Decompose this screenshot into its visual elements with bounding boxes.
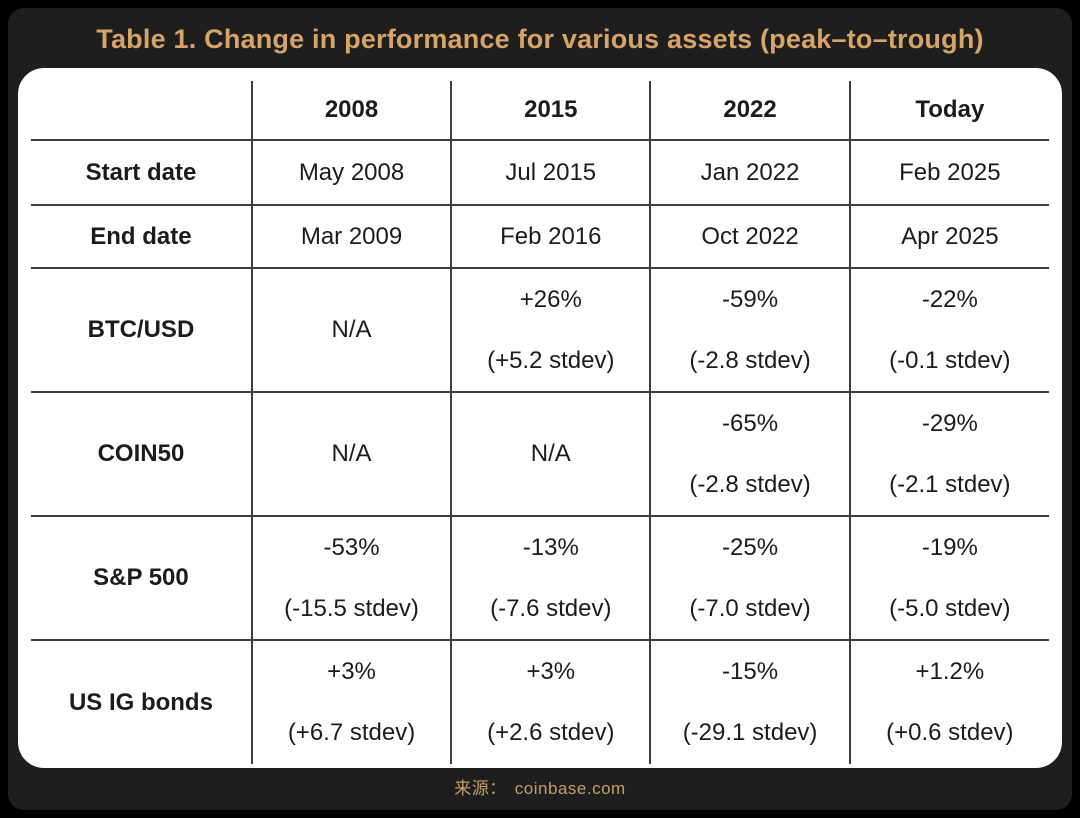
source-domain: coinbase.com <box>514 779 626 798</box>
cell-end-date-2015: Feb 2016 <box>450 204 652 269</box>
cell-value: +26% <box>519 285 582 313</box>
row-label-end-date: End date <box>30 204 253 269</box>
cell-value: -29% <box>921 409 978 437</box>
cell-coin50-2015: N/A <box>450 391 652 517</box>
cell-coin50-2008: N/A <box>250 391 453 517</box>
cell-coin50-2022: -65% (-2.8 stdev) <box>649 391 851 517</box>
cell-value: -19% <box>921 533 978 561</box>
cell-value: N/A <box>530 440 571 467</box>
row-label-btc-usd: BTC/USD <box>30 267 253 393</box>
table-row-s-p-500: S&P 500 -53% (-15.5 stdev) -13% (-7.6 stdev)… <box>30 515 1051 641</box>
cell-value: May 2008 <box>298 158 405 186</box>
column-header-today: Today <box>848 80 1051 141</box>
cell-value: +3% <box>526 658 576 685</box>
column-header-2008: 2008 <box>250 80 453 141</box>
cell-value: Feb 2025 <box>899 158 1001 186</box>
table-row-start-date: Start date May 2008 Jul 2015 Jan 2022 Feb 20… <box>30 139 1051 206</box>
column-header-2022: 2022 <box>649 80 851 141</box>
chart-panel: Table 1. Change in performance for vario… <box>8 8 1072 810</box>
table-row-btc-usd: BTC/USD N/A +26% (+5.2 stdev) -59% (-2.8 stde… <box>30 267 1051 393</box>
cell-value: (+2.6 stdev) <box>487 719 615 746</box>
cell-value: (-7.6 stdev) <box>490 594 612 622</box>
cell-value: N/A <box>331 316 372 343</box>
cell-value: Oct 2022 <box>701 222 799 250</box>
table-row-us-ig-bonds: US IG bonds +3% (+6.7 stdev) +3% (+2.6 stdev… <box>30 639 1051 765</box>
cell-value: Jan 2022 <box>700 158 800 186</box>
cell-s-p-500-2008: -53% (-15.5 stdev) <box>250 515 453 641</box>
cell-value: Mar 2009 <box>300 222 403 250</box>
cell-s-p-500-today: -19% (-5.0 stdev) <box>848 515 1051 641</box>
cell-value: Apr 2025 <box>901 222 999 250</box>
cell-start-date-2008: May 2008 <box>250 139 453 206</box>
cell-value: -65% <box>722 409 779 437</box>
cell-value: (-2.1 stdev) <box>889 470 1011 498</box>
cell-value: -22% <box>921 285 978 313</box>
corner-header <box>30 80 253 141</box>
cell-s-p-500-2015: -13% (-7.6 stdev) <box>450 515 652 641</box>
cell-btc-usd-today: -22% (-0.1 stdev) <box>848 267 1051 393</box>
cell-value: +3% <box>327 658 376 685</box>
cell-value: (-7.0 stdev) <box>689 594 811 622</box>
cell-value: Feb 2016 <box>500 222 602 250</box>
cell-value: (-5.0 stdev) <box>889 594 1011 622</box>
header-row: 2008 2015 2022 Today <box>30 80 1051 141</box>
cell-value: (+5.2 stdev) <box>487 346 615 374</box>
cell-btc-usd-2008: N/A <box>250 267 453 393</box>
cell-value: (+6.7 stdev) <box>287 719 416 746</box>
cell-value: -59% <box>722 285 779 313</box>
cell-value: (-29.1 stdev) <box>682 719 818 746</box>
cell-value: N/A <box>331 440 372 467</box>
cell-value: (-15.5 stdev) <box>284 594 419 622</box>
cell-coin50-today: -29% (-2.1 stdev) <box>848 391 1051 517</box>
cell-btc-usd-2015: +26% (+5.2 stdev) <box>450 267 652 393</box>
cell-value: (-2.8 stdev) <box>689 346 811 374</box>
cell-value: -25% <box>722 533 779 561</box>
source-caption: 来源： coinbase.com <box>8 774 1072 799</box>
cell-us-ig-bonds-2015: +3% (+2.6 stdev) <box>450 639 652 765</box>
cell-value: +1.2% <box>915 658 985 685</box>
cell-s-p-500-2022: -25% (-7.0 stdev) <box>649 515 851 641</box>
cell-us-ig-bonds-today: +1.2% (+0.6 stdev) <box>848 639 1051 765</box>
cell-us-ig-bonds-2022: -15% (-29.1 stdev) <box>649 639 851 765</box>
table-title: Table 1. Change in performance for vario… <box>96 24 984 54</box>
row-label-s-p-500: S&P 500 <box>30 515 253 641</box>
cell-end-date-today: Apr 2025 <box>848 204 1051 269</box>
cell-value: Jul 2015 <box>505 158 597 186</box>
cell-end-date-2022: Oct 2022 <box>649 204 851 269</box>
cell-value: (-0.1 stdev) <box>889 346 1011 374</box>
cell-end-date-2008: Mar 2009 <box>250 204 453 269</box>
cell-start-date-2015: Jul 2015 <box>450 139 652 206</box>
cell-value: -53% <box>323 533 380 561</box>
cell-btc-usd-2022: -59% (-2.8 stdev) <box>649 267 851 393</box>
table-row-coin50: COIN50 N/A N/A -65% (-2.8 stdev) -29% (-2.1 st… <box>30 391 1051 517</box>
table-card: 2008 2015 2022 Today Start date May 2008 Jul … <box>18 68 1062 768</box>
row-label-start-date: Start date <box>30 139 253 206</box>
cell-value: -15% <box>722 658 779 685</box>
cell-value: (+0.6 stdev) <box>886 719 1014 746</box>
column-header-2015: 2015 <box>450 80 652 141</box>
cell-value: (-2.8 stdev) <box>689 470 811 498</box>
cell-start-date-2022: Jan 2022 <box>649 139 851 206</box>
cell-value: -13% <box>522 533 579 561</box>
performance-table: 2008 2015 2022 Today Start date May 2008 Jul … <box>30 80 1051 765</box>
source-label: 来源： <box>454 779 507 798</box>
row-label-coin50: COIN50 <box>30 391 253 517</box>
table-row-end-date: End date Mar 2009 Feb 2016 Oct 2022 Apr 2025 <box>30 204 1051 269</box>
cell-us-ig-bonds-2008: +3% (+6.7 stdev) <box>250 639 453 765</box>
cell-start-date-today: Feb 2025 <box>848 139 1051 206</box>
row-label-us-ig-bonds: US IG bonds <box>30 639 253 765</box>
